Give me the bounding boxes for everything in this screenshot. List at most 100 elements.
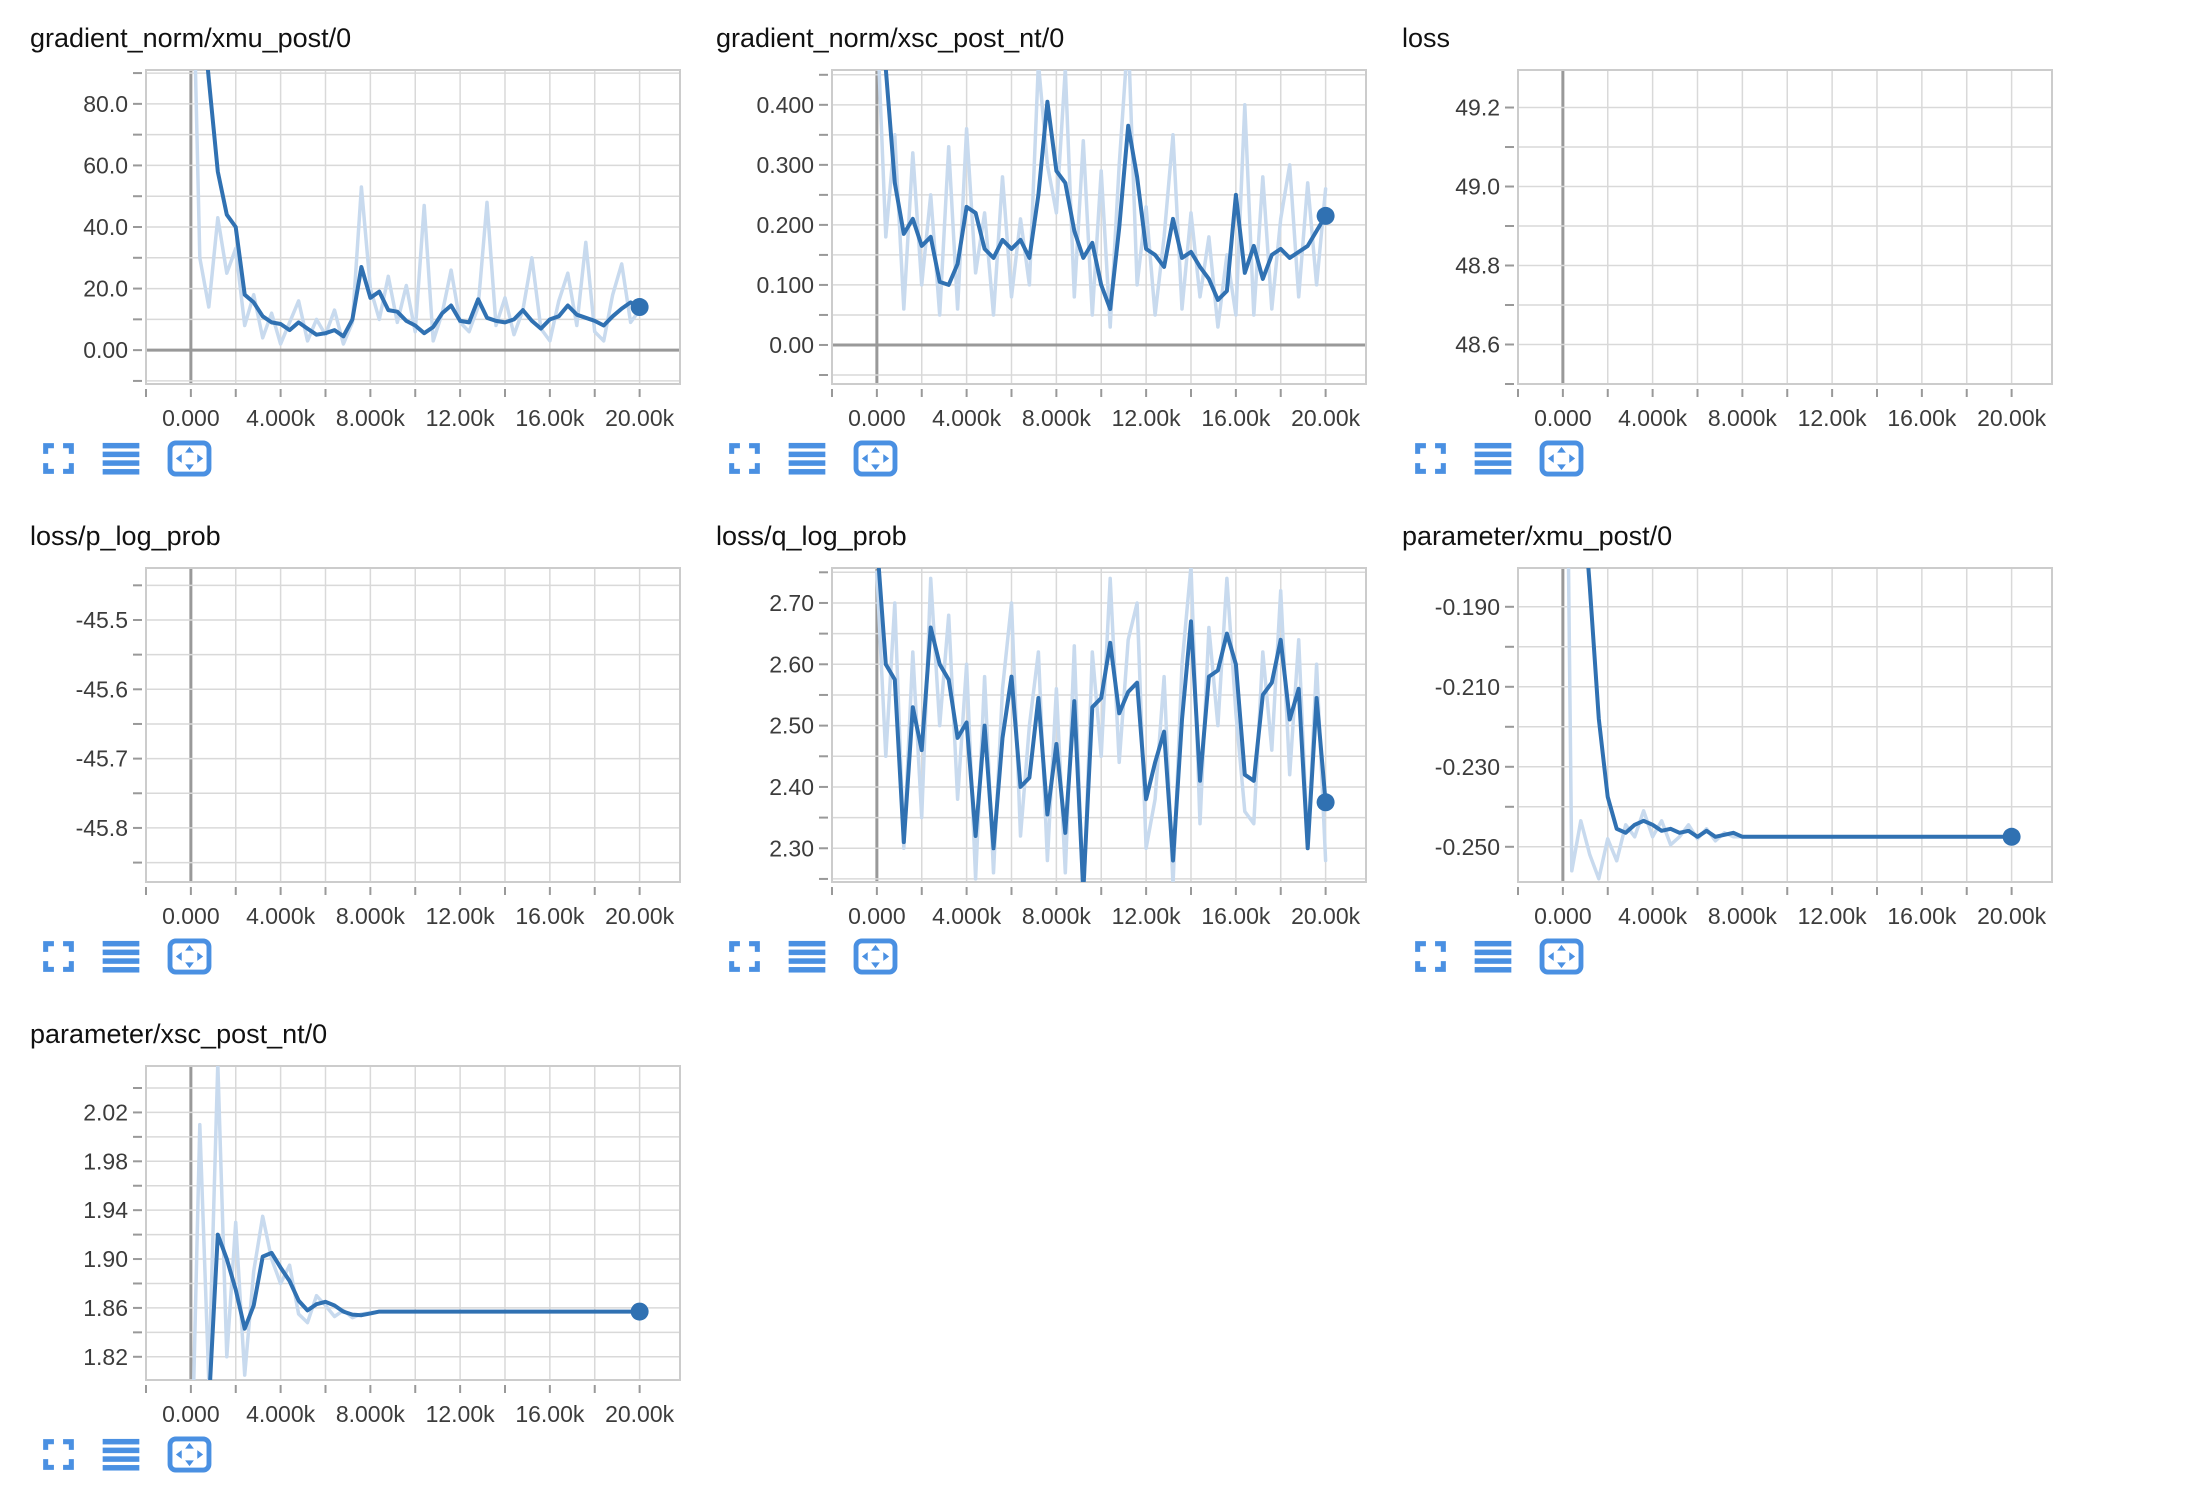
y-tick-label: 2.70: [769, 590, 814, 616]
y-tick-label: 1.98: [83, 1148, 128, 1174]
last-point-dot: [630, 298, 649, 317]
plot-border: [1517, 567, 2053, 883]
chart-card: loss 0.000 4.000k 8.000k 12.00k 16.00k 20.00k 4…: [1400, 22, 2086, 478]
x-tick-label: 0.000: [1534, 405, 1592, 430]
fit-domain-icon[interactable]: [167, 937, 212, 975]
y-tick-label: -0.210: [1435, 674, 1500, 700]
horizontal-lines-icon[interactable]: [102, 442, 140, 475]
y-tick-label: 0.200: [756, 212, 814, 238]
x-tick-label: 4.000k: [932, 405, 1002, 430]
chart-card: gradient_norm/xmu_post/0 0.000 4.000k 8.000…: [28, 22, 714, 478]
x-tick-label: 0.000: [162, 1401, 220, 1426]
y-tick-label: 1.90: [83, 1246, 128, 1272]
chart-toolbar: [42, 438, 714, 478]
x-tick-label: 16.00k: [1201, 405, 1271, 430]
x-tick-label: 8.000k: [336, 1401, 406, 1426]
fit-domain-icon[interactable]: [1539, 937, 1584, 975]
y-tick-label: 2.40: [769, 774, 814, 800]
x-tick-label: 16.00k: [1201, 903, 1271, 928]
y-tick-label: -0.190: [1435, 594, 1500, 620]
fullscreen-icon[interactable]: [728, 442, 761, 475]
smoothed-series-line: [205, 70, 642, 339]
raw-series-line: [193, 70, 642, 346]
x-tick-label: 0.000: [162, 405, 220, 430]
y-tick-label: 1.86: [83, 1295, 128, 1321]
x-tick-label: 12.00k: [426, 903, 496, 928]
chart-plot[interactable]: 0.000 4.000k 8.000k 12.00k 16.00k 20.00k 0.00 2…: [28, 62, 698, 430]
chart-plot[interactable]: 0.000 4.000k 8.000k 12.00k 16.00k 20.00k 0.00 0…: [714, 62, 1384, 430]
fullscreen-icon[interactable]: [1414, 940, 1447, 973]
raw-series-line: [875, 568, 1328, 882]
y-tick-label: 1.94: [83, 1197, 128, 1223]
chart-card: parameter/xmu_post/0 0.000 4.000k 8.000k 12.…: [1400, 520, 2086, 976]
chart-title: loss: [1402, 23, 1451, 53]
fullscreen-icon[interactable]: [1414, 442, 1447, 475]
chart-card: gradient_norm/xsc_post_nt/0 0.000 4.000k 8.…: [714, 22, 1400, 478]
x-tick-label: 16.00k: [515, 1401, 585, 1426]
chart-plot[interactable]: 0.000 4.000k 8.000k 12.00k 16.00k 20.00k 2.30 2…: [714, 560, 1384, 928]
chart-toolbar: [728, 936, 1400, 976]
x-tick-label: 20.00k: [605, 903, 675, 928]
y-tick-label: 0.100: [756, 272, 814, 298]
y-tick-label: -0.250: [1435, 834, 1500, 860]
chart-title: loss/p_log_prob: [30, 521, 221, 551]
x-tick-label: 20.00k: [605, 1401, 675, 1426]
fullscreen-icon[interactable]: [42, 940, 75, 973]
horizontal-lines-icon[interactable]: [788, 442, 826, 475]
fullscreen-icon[interactable]: [42, 442, 75, 475]
x-tick-label: 12.00k: [426, 405, 496, 430]
plot-border: [145, 69, 681, 385]
x-tick-label: 8.000k: [1708, 405, 1778, 430]
fullscreen-icon[interactable]: [42, 1438, 75, 1471]
horizontal-lines-icon[interactable]: [102, 1438, 140, 1471]
y-tick-label: -45.7: [76, 746, 128, 772]
x-tick-label: 4.000k: [246, 405, 316, 430]
fit-domain-icon[interactable]: [167, 439, 212, 477]
x-tick-label: 8.000k: [1022, 903, 1092, 928]
chart-toolbar: [1414, 936, 2086, 976]
y-tick-label: 0.00: [769, 332, 814, 358]
y-tick-label: 2.50: [769, 713, 814, 739]
horizontal-lines-icon[interactable]: [1474, 940, 1512, 973]
x-tick-label: 8.000k: [1708, 903, 1778, 928]
y-tick-label: 1.82: [83, 1344, 128, 1370]
chart-plot[interactable]: 0.000 4.000k 8.000k 12.00k 16.00k 20.00k -45.8…: [28, 560, 698, 928]
y-tick-label: -45.5: [76, 607, 128, 633]
y-tick-label: 49.2: [1455, 95, 1500, 121]
fit-domain-icon[interactable]: [167, 1435, 212, 1473]
horizontal-lines-icon[interactable]: [102, 940, 140, 973]
smoothed-series-line: [876, 568, 1328, 882]
fit-domain-icon[interactable]: [1539, 439, 1584, 477]
plot-border: [831, 567, 1367, 883]
x-tick-label: 0.000: [848, 405, 906, 430]
fullscreen-icon[interactable]: [728, 940, 761, 973]
x-tick-label: 12.00k: [1798, 405, 1868, 430]
y-tick-label: 2.30: [769, 835, 814, 861]
horizontal-lines-icon[interactable]: [1474, 442, 1512, 475]
x-tick-label: 16.00k: [1887, 903, 1957, 928]
x-tick-label: 4.000k: [246, 903, 316, 928]
plot-border: [1517, 69, 2053, 385]
fit-domain-icon[interactable]: [853, 439, 898, 477]
y-tick-label: 0.00: [83, 337, 128, 363]
last-point-dot: [2002, 827, 2021, 846]
y-tick-label: 2.60: [769, 651, 814, 677]
x-tick-label: 0.000: [1534, 903, 1592, 928]
chart-title: loss/q_log_prob: [716, 521, 907, 551]
y-tick-label: 40.0: [83, 214, 128, 240]
x-tick-label: 8.000k: [336, 405, 406, 430]
x-tick-label: 0.000: [162, 903, 220, 928]
smoothed-series-line: [1586, 568, 2014, 839]
x-tick-label: 16.00k: [515, 405, 585, 430]
x-tick-label: 20.00k: [1977, 903, 2047, 928]
x-tick-label: 20.00k: [605, 405, 675, 430]
chart-card: parameter/xsc_post_nt/0 0.000 4.000k 8.000k…: [28, 1018, 714, 1474]
chart-plot[interactable]: 0.000 4.000k 8.000k 12.00k 16.00k 20.00k -0.25…: [1400, 560, 2070, 928]
fit-domain-icon[interactable]: [853, 937, 898, 975]
chart-plot[interactable]: 0.000 4.000k 8.000k 12.00k 16.00k 20.00k 48.6 4…: [1400, 62, 2070, 430]
y-tick-label: -0.230: [1435, 754, 1500, 780]
chart-plot[interactable]: 0.000 4.000k 8.000k 12.00k 16.00k 20.00k 1.82 1…: [28, 1058, 698, 1426]
y-tick-label: 48.8: [1455, 253, 1500, 279]
x-tick-label: 8.000k: [336, 903, 406, 928]
horizontal-lines-icon[interactable]: [788, 940, 826, 973]
